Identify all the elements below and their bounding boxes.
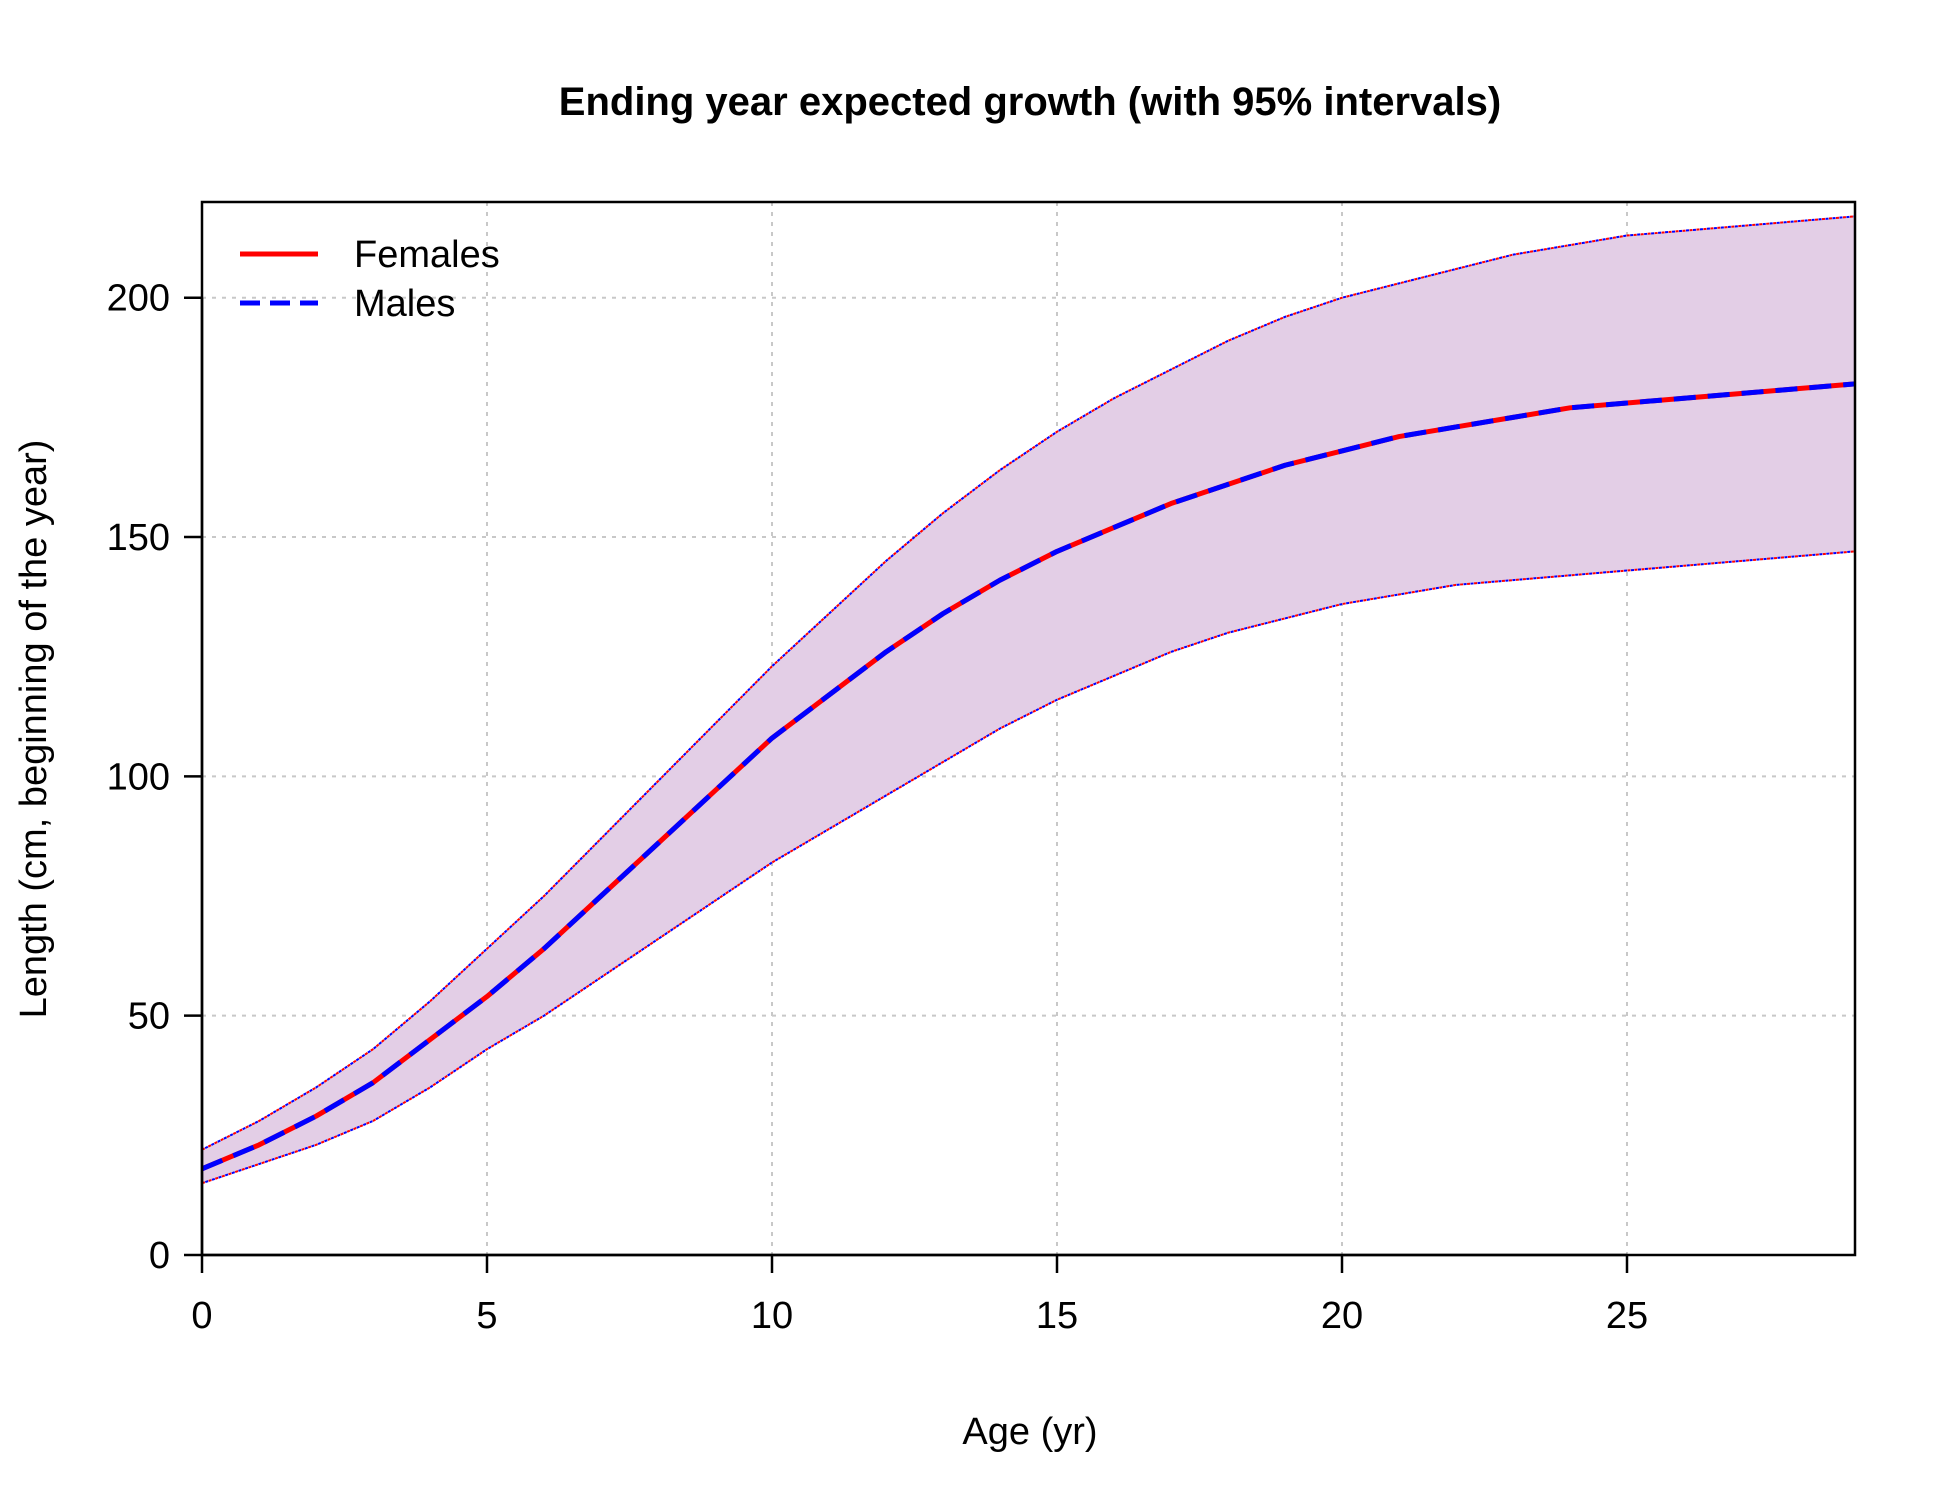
y-tick-label: 200 — [107, 278, 170, 320]
x-tick-label: 5 — [476, 1295, 497, 1337]
series-line-males — [201, 381, 1856, 1172]
y-tick-label: 0 — [149, 1235, 170, 1277]
interval-bound-lines — [201, 215, 1856, 1185]
legend: Females Males — [240, 234, 500, 325]
lower-bound-females — [201, 550, 1856, 1185]
x-axis: 0 5 10 15 20 25 — [191, 1253, 1648, 1337]
x-tick-label: 25 — [1606, 1295, 1648, 1337]
legend-label-males: Males — [354, 283, 455, 325]
x-tick-label: 10 — [751, 1295, 793, 1337]
x-axis-title: Age (yr) — [962, 1411, 1097, 1453]
y-tick-label: 150 — [107, 517, 170, 559]
lower-bound-males — [201, 550, 1856, 1185]
series-lines — [201, 381, 1856, 1172]
upper-bound-females — [201, 215, 1856, 1151]
y-tick-label: 50 — [128, 996, 170, 1038]
legend-label-females: Females — [354, 234, 500, 276]
y-axis-title: Length (cm, beginning of the year) — [13, 440, 55, 1019]
x-tick-label: 0 — [191, 1295, 212, 1337]
interval-band-females — [202, 216, 1855, 1184]
y-tick-label: 100 — [107, 756, 170, 798]
x-tick-label: 20 — [1321, 1295, 1363, 1337]
interval-bands — [202, 216, 1855, 1184]
chart-title: Ending year expected growth (with 95% in… — [559, 80, 1501, 124]
x-tick-label: 15 — [1036, 1295, 1078, 1337]
y-axis: 0 50 100 150 200 — [107, 278, 204, 1277]
interval-band-males — [202, 216, 1855, 1184]
